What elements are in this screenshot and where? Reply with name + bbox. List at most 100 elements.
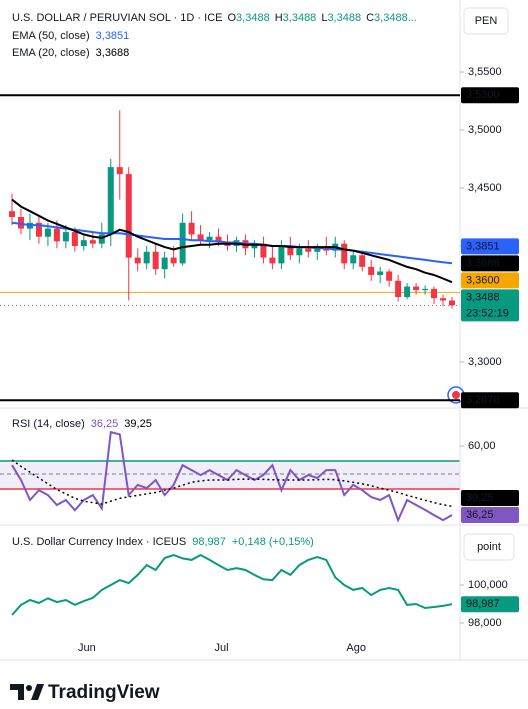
dxy-change: +0,148 (+0,15%) [232,536,314,548]
ema-line [11,221,453,265]
rsi-value: 39,25 [124,418,152,430]
rsi-title: RSI (14, close) [12,418,85,430]
candle-body [161,257,168,270]
legend-entry: EMA (50, close) 3,3851 [12,30,129,42]
candle-body [278,245,285,264]
price-label: 3,3851 [466,240,500,252]
logo-mark [10,684,24,700]
candle-body [9,211,15,217]
candle-body [80,240,87,246]
price-label-box [461,596,519,613]
candle-body [440,298,447,301]
ohlc-key: H [275,12,283,24]
price-label-box [461,87,519,104]
price-label-box [461,506,519,523]
ohlc-value: 3,3488 [327,12,361,24]
candle-body [395,280,402,298]
price-label: 39,25 [466,492,494,504]
price-label-box [461,289,519,322]
dxy-value: 98,987 [192,536,226,548]
dxy-title: U.S. Dollar Currency Index · ICEUS [12,536,186,548]
candle-body [62,232,69,242]
rsi-legend: RSI (14, close) 36,25 39,25 [12,418,152,430]
y-tick-label: 3,5500 [468,66,502,78]
price-label-box [461,392,519,409]
candle-body [260,243,267,258]
candle-body [413,286,420,291]
candle-body [89,240,96,244]
candle-body [449,300,455,306]
candle-body [152,251,159,270]
candle-body [431,288,438,299]
candle-body [134,257,141,264]
symbol-title: U.S. DOLLAR / PERUVIAN SOL · 1D · ICE [12,12,222,24]
candle-body [359,255,366,267]
candle-body [143,251,150,264]
candle-body [422,288,429,291]
price-label: 3,2670 [466,394,500,406]
ema-line [11,198,453,284]
unit[interactable]: point [477,541,501,553]
price-label: 98,987 [466,598,500,610]
candle-body [269,257,276,264]
ohlc-key: C [366,12,374,24]
candle-body [377,271,384,275]
legend-entry: EMA (20, close) 3,3688 [12,47,129,59]
candle-body [107,167,114,235]
candle-body [287,245,294,256]
candle-body [98,234,105,244]
series-line [11,430,453,523]
unit-box[interactable] [463,533,515,561]
price-label: 3,5300 [466,89,500,101]
candle-body [179,222,186,264]
candle-body [386,271,393,281]
candle-body [44,228,51,237]
legend-name: EMA (50, close) [12,30,90,42]
candle-body [305,248,312,252]
y-tick-label: 3,4500 [468,182,502,194]
price-label: 36,25 [466,509,494,521]
candle-body [35,222,42,237]
header: U.S. DOLLAR / PERUVIAN SOL · 1D · ICE O3,… [12,12,417,24]
price-label-box [461,255,519,272]
rsi-band [0,461,460,489]
ohlc-value: 3,3488... [374,12,417,24]
ohlc-value: 3,3488 [236,12,270,24]
currency[interactable]: PEN [475,15,498,27]
y-tick-label: 60,00 [468,440,496,452]
candle-body [17,216,24,229]
price-label: 3,3688 [466,257,500,269]
legend-value: 3,3688 [96,47,130,59]
candle-body [206,236,213,241]
price-label-box [461,238,519,255]
candle-body [125,174,132,258]
candle-body [53,228,60,242]
rsi-value: 36,25 [91,418,119,430]
y-tick-label: 100,000 [468,579,508,591]
ohlc-key: O [227,12,236,24]
x-tick-label: Ago [346,642,366,654]
y-tick-label: 3,5000 [468,124,502,136]
candle-body [341,243,348,264]
candle-body [215,236,222,243]
candle-body [116,167,123,175]
logo-mark [26,685,32,691]
price-label: 23:52:19 [466,307,509,319]
candle-body [368,266,375,275]
x-tick-label: Jun [78,642,96,654]
currency-box[interactable] [463,7,509,35]
ohlc-key: L [321,12,327,24]
price-label-box [461,272,519,289]
y-tick-label: 3,3000 [468,356,502,368]
legend-name: EMA (20, close) [12,47,90,59]
y-tick-label: 98,000 [468,617,502,629]
alert-icon-dot [452,391,460,399]
candle-body [170,257,177,264]
price-label: 3,3600 [466,274,500,286]
brand: TradingView [48,682,160,703]
ohlc-value: 3,3488 [283,12,317,24]
candle-body [404,286,411,298]
